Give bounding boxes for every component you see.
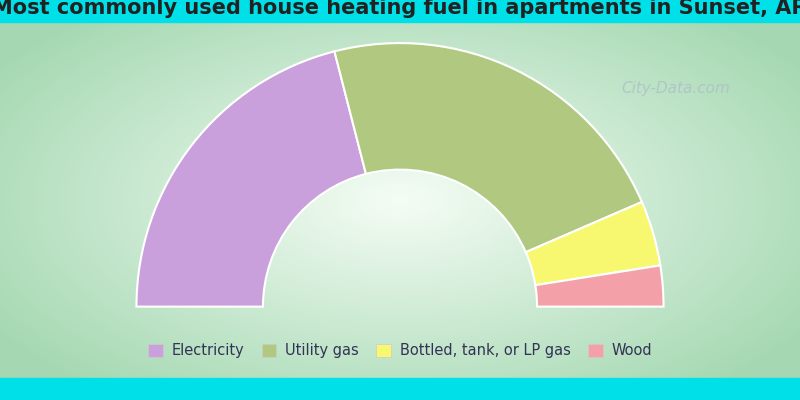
Text: Most commonly used house heating fuel in apartments in Sunset, AR: Most commonly used house heating fuel in… <box>0 0 800 18</box>
Wedge shape <box>334 43 642 252</box>
Wedge shape <box>137 51 366 307</box>
Text: City-Data.com: City-Data.com <box>622 80 730 96</box>
Bar <box>0 0 800 22</box>
Wedge shape <box>526 202 660 285</box>
Wedge shape <box>535 266 663 307</box>
Legend: Electricity, Utility gas, Bottled, tank, or LP gas, Wood: Electricity, Utility gas, Bottled, tank,… <box>142 338 658 364</box>
Bar <box>0 378 800 400</box>
